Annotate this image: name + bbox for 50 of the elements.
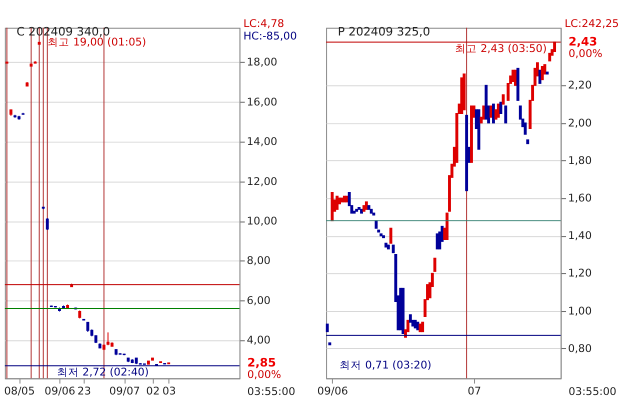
candlestick — [502, 94, 505, 105]
x-tick-label: 02 — [146, 384, 160, 398]
candlestick — [540, 66, 544, 80]
text: LC:4,78 — [243, 16, 284, 30]
candlestick — [490, 106, 492, 118]
text: 2,85 — [247, 356, 276, 370]
text: 0,00% — [247, 368, 282, 382]
candlestick — [524, 122, 527, 135]
y-tick-label: 4,00 — [246, 334, 271, 347]
candlestick — [436, 233, 439, 250]
candlestick — [86, 322, 90, 332]
x-tick-label: 03 — [162, 384, 176, 398]
x-tick-label: 08/05 — [4, 384, 35, 398]
y-tick-label: 1,20 — [568, 266, 592, 280]
candlestick — [538, 70, 542, 84]
candlestick — [46, 218, 49, 231]
y-tick-label: 1,00 — [568, 304, 592, 318]
candlestick — [106, 332, 110, 346]
candlestick — [389, 228, 392, 244]
y-tick-label: 12,00 — [246, 174, 278, 188]
x-tick-label: 09/07 — [109, 384, 140, 398]
text: 0,00% — [568, 47, 602, 60]
text: 03:55:00 — [568, 384, 617, 398]
y-tick-label: 2,00 — [568, 116, 592, 130]
text: 03:55:00 — [247, 384, 296, 398]
text: LC:242,25 — [564, 16, 619, 30]
chart-title: P 202409 325,0 — [338, 24, 430, 39]
y-tick-label: 10,00 — [246, 214, 278, 228]
x-tick-label: 09/06 — [317, 384, 348, 398]
y-tick-label: 1,40 — [568, 229, 592, 242]
text: 2,43 — [568, 34, 598, 48]
y-tick-label: 1,80 — [568, 154, 592, 167]
candlestick — [492, 104, 495, 124]
candlestick — [482, 106, 486, 120]
x-tick-label: 09/06 — [44, 384, 76, 398]
y-tick-label: 6,00 — [246, 294, 271, 307]
y-tick-label: 8,00 — [246, 254, 271, 268]
x-tick-label: 07 — [468, 384, 482, 398]
annotation: 최저 0,71 (03:20) — [340, 358, 432, 372]
y-tick-label: 0,80 — [568, 342, 592, 355]
y-tick-label: 18,00 — [246, 56, 278, 69]
text: HC:-85,00 — [243, 29, 298, 42]
x-tick-label: 23 — [77, 384, 92, 398]
y-tick-label: 1,60 — [568, 192, 592, 205]
candlestick — [336, 196, 339, 210]
y-tick-label: 16,00 — [246, 95, 278, 108]
y-tick-label: 2,20 — [568, 78, 592, 92]
candlestick — [421, 322, 424, 332]
candlestick — [496, 104, 500, 118]
y-tick-label: 14,00 — [246, 135, 278, 148]
